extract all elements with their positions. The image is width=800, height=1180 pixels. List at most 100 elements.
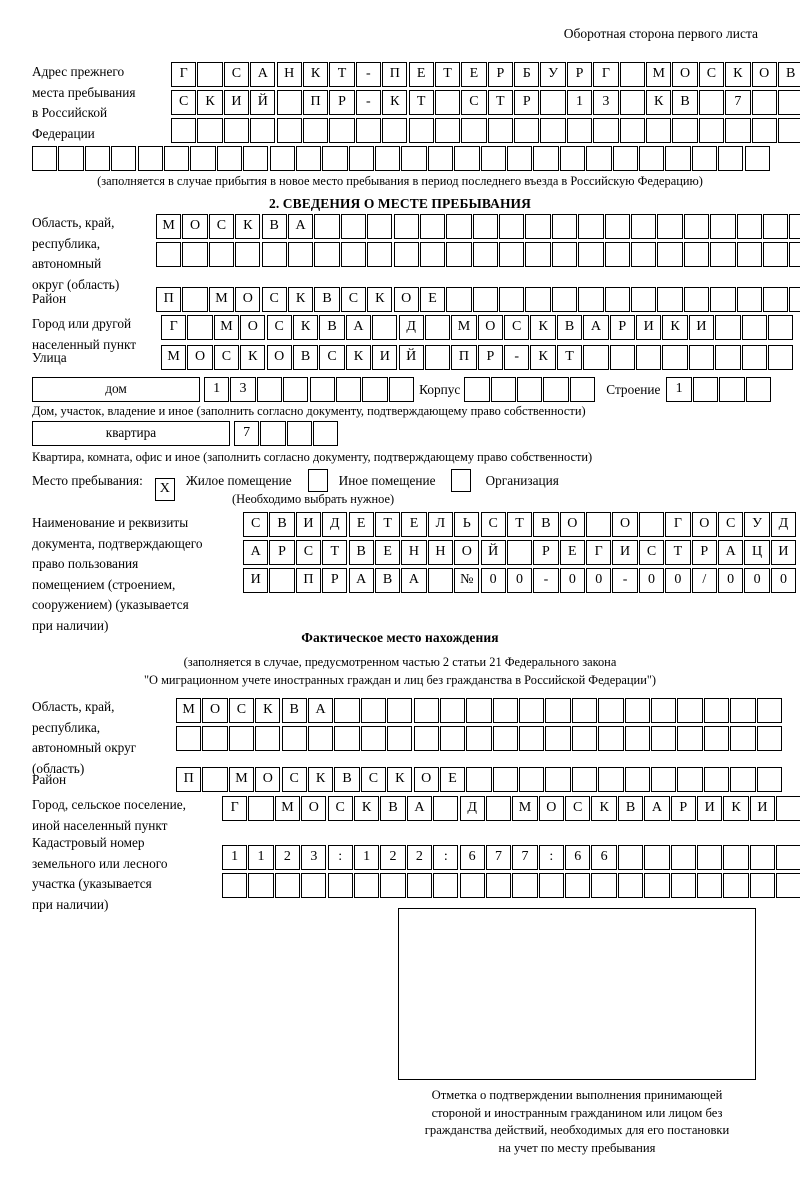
actual-district-cell-13[interactable] <box>519 767 545 793</box>
city-cell-4[interactable]: С <box>266 315 292 341</box>
region-cell-r1-4[interactable]: В <box>261 214 287 240</box>
prev-address-cell-r1-0[interactable]: Г <box>171 62 197 88</box>
actual-district-cell-22[interactable] <box>756 767 782 793</box>
document-cell-r2-12[interactable]: Е <box>559 540 585 566</box>
actual-district-cell-14[interactable] <box>545 767 571 793</box>
city-cell-22[interactable] <box>741 315 767 341</box>
city-cell-18[interactable]: И <box>636 315 662 341</box>
district-cell-16[interactable] <box>578 287 604 313</box>
cadastral-cell-r1-19[interactable] <box>723 845 749 871</box>
actual-district-cell-18[interactable] <box>651 767 677 793</box>
document-cell-r1-18[interactable]: С <box>718 512 744 538</box>
prev-address-cell-r4-7[interactable] <box>216 146 243 172</box>
actual-city-cell-9[interactable]: Д <box>459 796 485 822</box>
house-cell-6[interactable] <box>362 377 388 403</box>
actual-city-cell-3[interactable]: О <box>301 796 327 822</box>
cadastral-cell-r2-9[interactable] <box>459 873 485 899</box>
prev-address-cell-r2-15[interactable]: 1 <box>566 90 593 116</box>
prev-address-cell-r2-4[interactable] <box>276 90 302 116</box>
city-cell-1[interactable] <box>187 315 213 341</box>
actual-district-cell-11[interactable] <box>466 767 492 793</box>
document-cell-r3-16[interactable]: 0 <box>665 568 691 594</box>
document-cell-r2-13[interactable]: Г <box>586 540 612 566</box>
prev-address-cell-r1-3[interactable]: А <box>250 62 276 88</box>
prev-address-cell-r3-2[interactable] <box>223 118 250 144</box>
street-cell-15[interactable]: Т <box>556 345 583 371</box>
city-cell-9[interactable]: Д <box>398 315 424 341</box>
cadastral-cell-r2-13[interactable] <box>565 873 591 899</box>
actual-city-cell-16[interactable]: А <box>644 796 670 822</box>
actual-region-cell-r2-0[interactable] <box>176 726 202 752</box>
prev-address-cell-r1-12[interactable]: Р <box>487 62 513 88</box>
region-cell-r1-5[interactable]: А <box>287 214 314 240</box>
region-cell-r1-21[interactable] <box>710 214 736 240</box>
korpus-cell-4[interactable] <box>569 377 596 403</box>
actual-region-cell-r2-3[interactable] <box>255 726 281 752</box>
district-cell-4[interactable]: С <box>261 287 287 313</box>
prev-address-cell-r3-23[interactable] <box>777 118 800 144</box>
cadastral-cell-r1-7[interactable]: 2 <box>406 845 433 871</box>
district-cell-2[interactable]: М <box>208 287 235 313</box>
document-cell-r1-9[interactable]: С <box>480 512 506 538</box>
region-cell-r1-13[interactable] <box>499 214 525 240</box>
actual-region-cell-r2-20[interactable] <box>703 726 730 752</box>
city-cell-15[interactable]: В <box>556 315 583 341</box>
cadastral-cell-r2-19[interactable] <box>723 873 749 899</box>
actual-city-cell-6[interactable]: В <box>380 796 406 822</box>
actual-region-cell-r1-18[interactable] <box>651 698 677 724</box>
cadastral-cell-r2-12[interactable] <box>538 873 564 899</box>
prev-address-cell-r4-12[interactable] <box>348 146 374 172</box>
prev-address-cell-r4-18[interactable] <box>507 146 533 172</box>
city-cell-3[interactable]: О <box>240 315 266 341</box>
document-cell-r2-15[interactable]: С <box>638 540 665 566</box>
actual-region-row-2[interactable] <box>176 726 783 752</box>
street-cell-14[interactable]: К <box>530 345 556 371</box>
korpus-cell-0[interactable] <box>464 377 490 403</box>
cadastral-cell-r1-15[interactable] <box>617 845 644 871</box>
house-cell-7[interactable] <box>388 377 415 403</box>
cadastral-cell-r1-18[interactable] <box>697 845 723 871</box>
prev-address-cell-r1-16[interactable]: Г <box>593 62 619 88</box>
cadastral-cell-r1-17[interactable] <box>670 845 696 871</box>
document-cell-r3-4[interactable]: А <box>348 568 374 594</box>
actual-city-cell-8[interactable] <box>433 796 459 822</box>
house-cell-3[interactable] <box>283 377 309 403</box>
cadastral-cell-r1-3[interactable]: 3 <box>301 845 327 871</box>
prev-address-cell-r2-12[interactable]: Т <box>487 90 513 116</box>
cadastral-cell-r1-5[interactable]: 1 <box>353 845 380 871</box>
actual-region-cell-r2-7[interactable] <box>360 726 387 752</box>
prev-address-cell-r2-13[interactable]: Р <box>514 90 540 116</box>
street-cell-10[interactable] <box>424 345 451 371</box>
document-cell-r3-8[interactable]: № <box>454 568 480 594</box>
cadastral-cell-r1-21[interactable] <box>776 845 800 871</box>
city-cell-5[interactable]: К <box>292 315 319 341</box>
region-cell-r2-14[interactable] <box>525 242 551 268</box>
region-cell-r1-19[interactable] <box>657 214 683 240</box>
region-cell-r1-18[interactable] <box>631 214 657 240</box>
document-cell-r2-3[interactable]: Т <box>322 540 348 566</box>
document-cell-r3-19[interactable]: 0 <box>744 568 770 594</box>
prev-address-cell-r2-21[interactable]: 7 <box>725 90 751 116</box>
city-cell-10[interactable] <box>424 315 451 341</box>
flat-cell-2[interactable] <box>286 421 313 447</box>
street-cell-11[interactable]: П <box>451 345 477 371</box>
cadastral-cell-r1-12[interactable]: : <box>538 845 564 871</box>
prev-address-cell-r3-4[interactable] <box>276 118 302 144</box>
region-cell-r2-19[interactable] <box>657 242 683 268</box>
document-cell-r3-5[interactable]: В <box>374 568 401 594</box>
document-cell-r1-0[interactable]: С <box>243 512 269 538</box>
prev-address-cell-r3-19[interactable] <box>672 118 698 144</box>
actual-district-cell-5[interactable]: К <box>307 767 334 793</box>
document-cell-r2-0[interactable]: А <box>243 540 269 566</box>
prev-address-cell-r1-9[interactable]: Е <box>408 62 434 88</box>
actual-district-cell-12[interactable] <box>492 767 518 793</box>
street-cell-19[interactable] <box>662 345 688 371</box>
flat-cell-0[interactable]: 7 <box>234 421 260 447</box>
actual-region-cell-r2-19[interactable] <box>677 726 703 752</box>
district-cell-15[interactable] <box>551 287 578 313</box>
prev-address-cell-r2-22[interactable] <box>751 90 777 116</box>
actual-region-cell-r2-10[interactable] <box>439 726 466 752</box>
district-cell-5[interactable]: К <box>287 287 314 313</box>
